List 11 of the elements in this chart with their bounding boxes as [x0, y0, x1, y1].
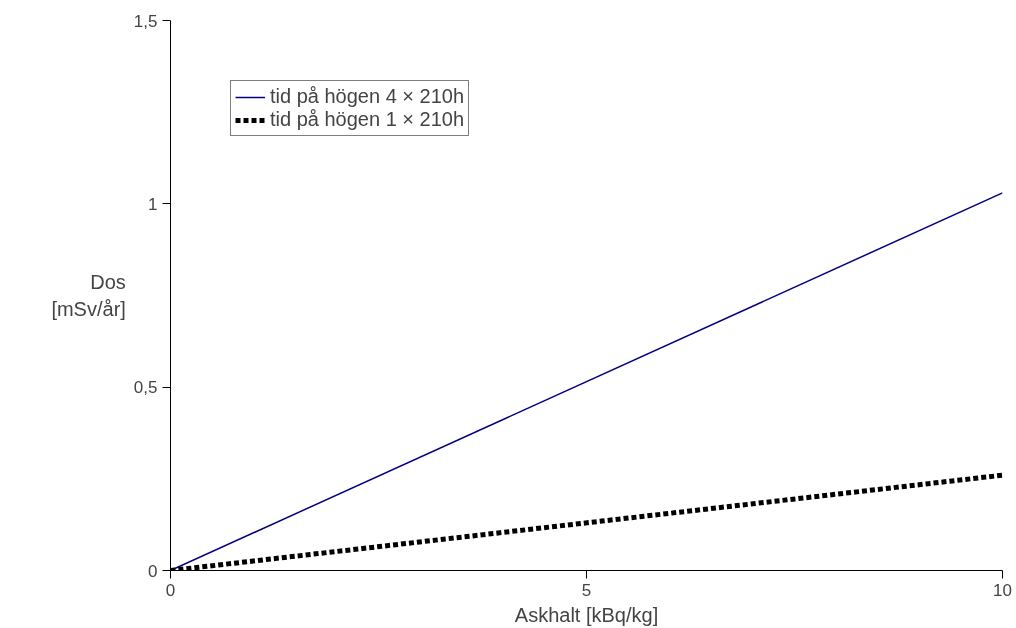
y-tick-label: 1: [148, 194, 158, 214]
legend-label: tid på högen 1 × 210h: [270, 108, 465, 131]
y-tick-label: 0: [148, 561, 158, 581]
legend-label: tid på högen 4 × 210h: [270, 85, 465, 108]
x-tick-label: 10: [993, 580, 1012, 600]
x-axis-title: Askhalt [kBq/kg]: [514, 603, 659, 626]
x-tick-label: 0: [165, 580, 176, 600]
y-axis-title: Dos [mSv/år]: [51, 271, 126, 320]
y-tick-label: 0,5: [133, 378, 158, 398]
x-tick-label: 5: [581, 580, 592, 600]
y-tick-label: 1,5: [133, 11, 158, 31]
